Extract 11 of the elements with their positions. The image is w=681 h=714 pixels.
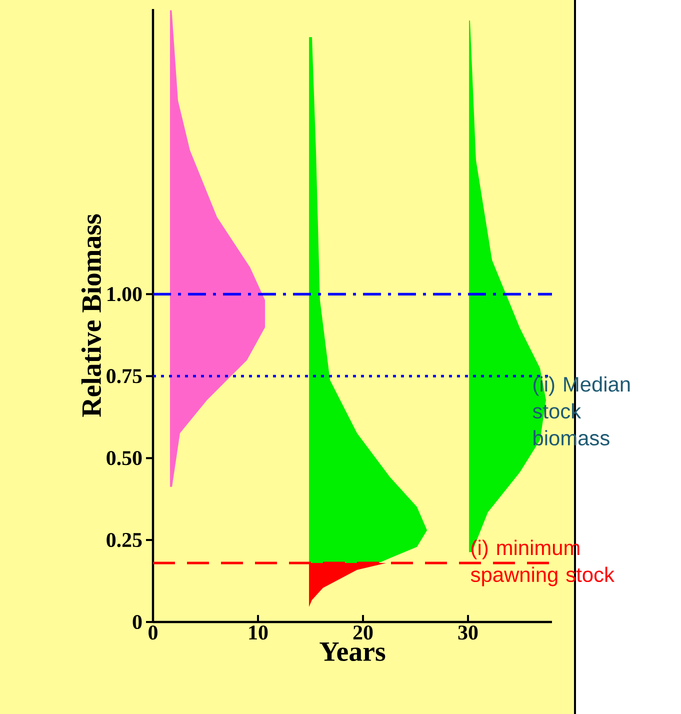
- y-tick-label: 0: [132, 614, 142, 630]
- y-tick-label: 0.50: [106, 450, 142, 466]
- y-tick-label: 0.25: [106, 532, 142, 548]
- x-tick-label: 20: [353, 626, 373, 640]
- x-tick-label: 30: [458, 626, 478, 640]
- y-axis-title: Relative Biomass: [81, 214, 102, 417]
- x-tick-label: 10: [249, 626, 268, 640]
- y-tick-label: 0.75: [106, 369, 142, 384]
- y-tick-label: 1.00: [108, 287, 142, 302]
- x-tick-label: 0: [148, 626, 158, 640]
- x-axis-title: Years: [320, 642, 386, 661]
